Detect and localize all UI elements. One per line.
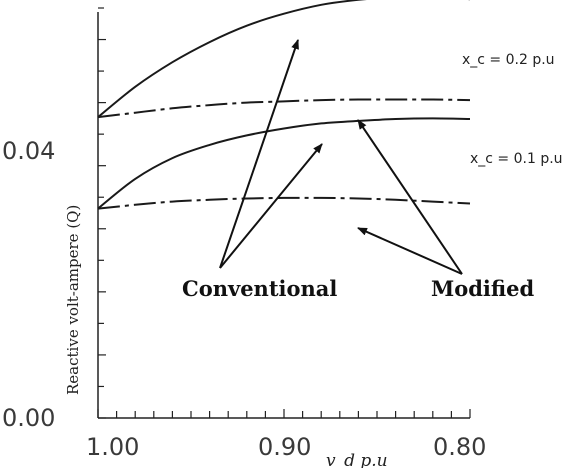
annotation-arrows	[219, 39, 463, 275]
annotation-conventional: Conventional	[182, 276, 337, 301]
x-axis	[97, 409, 471, 419]
arrow-conventional-upper	[219, 39, 299, 269]
y-tick-label-0.04: 0.04	[2, 137, 55, 165]
x-tick-label-1.00: 1.00	[86, 433, 139, 461]
y-axis	[97, 7, 106, 419]
series-line-1	[97, 98, 471, 119]
arrow-conventional-lower	[219, 143, 323, 269]
arrow-modified-lower	[357, 227, 463, 275]
arrow-modified-upper	[357, 119, 463, 275]
x-axis-label: v_d p.u	[326, 451, 388, 468]
series-label-xc-0.2: x_c = 0.2 p.u	[462, 52, 555, 68]
series-line-0	[97, 0, 470, 118]
series-layer	[97, 0, 471, 210]
series-line-2	[97, 117, 471, 210]
x-minor-ticks	[97, 409, 471, 418]
y-tick-label-0.00: 0.00	[2, 404, 55, 432]
series-label-xc-0.1: x_c = 0.1 p.u	[470, 151, 563, 167]
annotation-modified: Modified	[431, 276, 535, 301]
x-tick-label-0.90: 0.90	[258, 433, 311, 461]
y-axis-label: Reactive volt-ampere (Q)	[64, 205, 82, 395]
y-minor-ticks	[98, 7, 106, 419]
x-tick-label-0.80: 0.80	[433, 433, 486, 461]
series-line-3	[97, 196, 471, 210]
